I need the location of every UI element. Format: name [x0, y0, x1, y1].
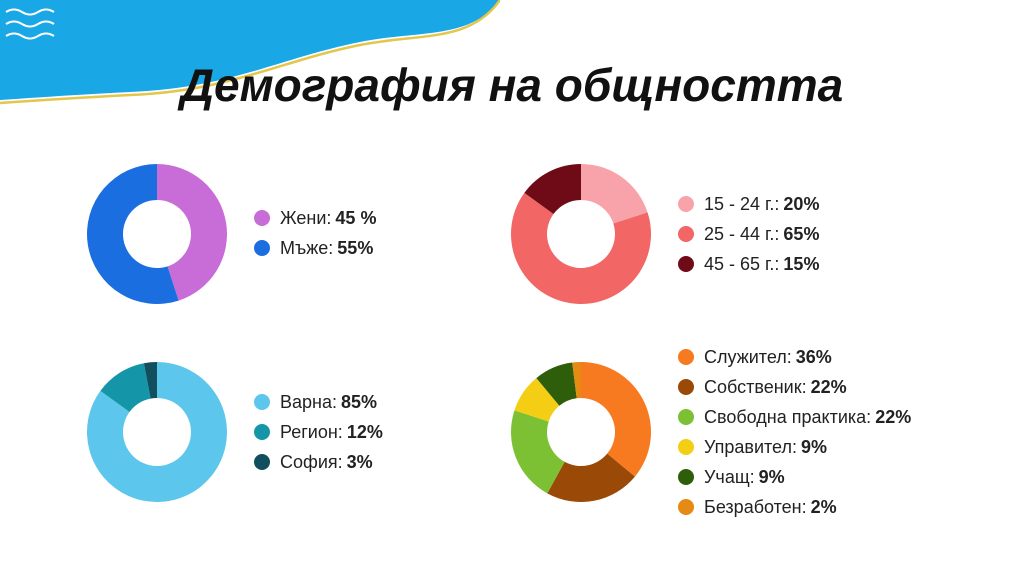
legend-label: Управител:	[704, 436, 797, 457]
legend-value: 2%	[810, 496, 837, 517]
legend-label: Учащ:	[704, 466, 755, 487]
donut-slice-5	[536, 362, 577, 406]
donut-slice-4	[514, 378, 560, 422]
legend-dot	[678, 349, 694, 365]
legend-dot	[678, 226, 694, 242]
legend-label: Мъже:	[280, 237, 334, 258]
donut-slice-2	[511, 192, 651, 304]
legend-dot	[254, 424, 270, 440]
legend-item-freelance: Свободна практика: 22%	[678, 402, 911, 432]
legend-value: 9%	[800, 436, 827, 457]
legend-dot	[254, 210, 270, 226]
legend-dot	[678, 256, 694, 272]
legend-value: 36%	[795, 346, 832, 367]
legend-value: 65%	[783, 223, 820, 244]
legend-label: Собственик:	[704, 376, 807, 397]
donut-slice-1	[581, 164, 648, 224]
legend-dot	[678, 439, 694, 455]
donut-slice-1	[581, 362, 651, 477]
legend-dot	[254, 240, 270, 256]
legend-value: 3%	[346, 451, 373, 472]
legend-item-owner: Собственик: 22%	[678, 372, 911, 402]
legend-item-region: Регион: 12%	[254, 417, 383, 447]
location-legend: Варна: 85% Регион: 12% София: 3%	[254, 387, 383, 477]
gender-legend: Жени: 45 % Мъже: 55%	[254, 203, 376, 263]
legend-value: 55%	[337, 237, 374, 258]
donut-slice-3	[524, 164, 581, 215]
legend-dot	[678, 196, 694, 212]
legend-dot	[254, 394, 270, 410]
legend-item-manager: Управител: 9%	[678, 432, 911, 462]
legend-item-unemployed: Безработен: 2%	[678, 492, 911, 522]
legend-label: Безработен:	[704, 496, 807, 517]
legend-item-varna: Варна: 85%	[254, 387, 383, 417]
legend-dot	[254, 454, 270, 470]
legend-value: 20%	[783, 193, 820, 214]
location-donut-chart	[87, 362, 228, 502]
legend-item-student: Учащ: 9%	[678, 462, 911, 492]
occupation-legend: Служител: 36% Собственик: 22% Свободна п…	[678, 342, 911, 522]
legend-label: Регион:	[280, 421, 343, 442]
legend-label: Свободна практика:	[704, 406, 872, 427]
legend-value: 12%	[346, 421, 383, 442]
legend-item-employee: Служител: 36%	[678, 342, 911, 372]
legend-value: 22%	[875, 406, 912, 427]
legend-label: Варна:	[280, 391, 337, 412]
occupation-donut-chart	[511, 362, 651, 502]
legend-item-sofia: София: 3%	[254, 447, 383, 477]
wave-decoration	[0, 0, 500, 105]
legend-label: 15 - 24 г.:	[704, 193, 780, 214]
legend-dot	[678, 469, 694, 485]
legend-item-women: Жени: 45 %	[254, 203, 376, 233]
donut-slice-6	[572, 362, 581, 399]
donut-slice-3	[143, 362, 157, 399]
donut-slice-3	[511, 410, 565, 494]
legend-dot	[678, 409, 694, 425]
donut-slice-2	[547, 453, 635, 502]
wave-lines-icon	[5, 8, 55, 40]
legend-value: 45 %	[335, 207, 377, 228]
legend-label: София:	[280, 451, 343, 472]
age-legend: 15 - 24 г.: 20% 25 - 44 г.: 65% 45 - 65 …	[678, 189, 819, 279]
donut-slice-2	[100, 363, 151, 413]
legend-value: 9%	[758, 466, 785, 487]
wave-shape	[0, 0, 500, 100]
legend-item-men: Мъже: 55%	[254, 233, 376, 263]
legend-value: 85%	[340, 391, 378, 412]
wave-accent-line	[0, 0, 500, 105]
legend-dot	[678, 499, 694, 515]
page-title: Демография на общността	[180, 59, 844, 111]
legend-item-age-25-44: 25 - 44 г.: 65%	[678, 219, 819, 249]
legend-label: 45 - 65 г.:	[704, 253, 780, 274]
age-donut-chart	[511, 164, 651, 304]
legend-value: 15%	[783, 253, 820, 274]
legend-item-age-15-24: 15 - 24 г.: 20%	[678, 189, 819, 219]
donut-slice-1	[87, 362, 228, 502]
legend-label: Жени:	[280, 207, 332, 228]
legend-label: Служител:	[704, 346, 792, 367]
legend-value: 22%	[810, 376, 847, 397]
donut-slice-1	[157, 164, 227, 301]
gender-donut-chart	[87, 164, 227, 304]
legend-dot	[678, 379, 694, 395]
donut-slice-2	[87, 164, 179, 304]
legend-item-age-45-65: 45 - 65 г.: 15%	[678, 249, 819, 279]
legend-label: 25 - 44 г.:	[704, 223, 780, 244]
